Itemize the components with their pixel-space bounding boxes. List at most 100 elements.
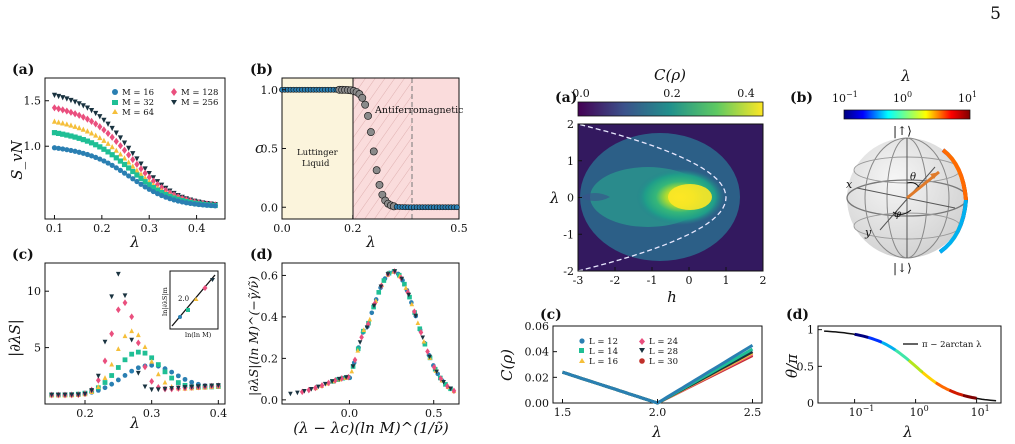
series-line xyxy=(948,388,964,397)
data-point xyxy=(336,376,342,382)
data-point xyxy=(367,316,373,322)
tick-label: 0.4 xyxy=(210,407,228,420)
tick-label: 0.4 xyxy=(261,311,279,324)
data-point xyxy=(105,121,111,127)
data-point xyxy=(162,386,168,392)
data-point xyxy=(55,130,62,137)
data-point xyxy=(150,177,156,185)
data-point xyxy=(93,142,99,148)
data-point xyxy=(82,391,88,397)
data-point xyxy=(122,357,128,363)
data-point xyxy=(142,384,148,390)
data-point xyxy=(60,120,66,126)
data-point xyxy=(417,326,423,332)
data-point xyxy=(364,325,370,331)
series-line xyxy=(935,381,951,392)
data-point xyxy=(88,153,95,159)
colorbar-tick: 101 xyxy=(958,90,977,105)
data-point xyxy=(55,105,62,113)
data-point xyxy=(72,110,78,118)
panel-label: (a) xyxy=(555,90,577,106)
data-point xyxy=(138,165,144,173)
data-point xyxy=(215,383,221,388)
tick-label: 1 xyxy=(807,324,814,337)
data-point xyxy=(93,110,99,117)
data-point xyxy=(126,159,132,165)
data-point xyxy=(113,155,119,161)
data-point xyxy=(162,369,168,375)
data-point xyxy=(454,204,460,211)
legend-entry: L = 24 xyxy=(649,337,678,347)
data-point xyxy=(122,299,128,307)
data-point xyxy=(51,145,58,151)
tick-label: 0.2 xyxy=(261,352,279,365)
data-point xyxy=(126,173,132,179)
tick-label: 0.04 xyxy=(525,346,550,359)
data-point xyxy=(115,346,121,351)
data-point xyxy=(315,384,321,390)
data-point xyxy=(97,114,103,120)
x-axis-label: λ xyxy=(129,414,140,432)
data-point xyxy=(101,146,107,152)
data-point xyxy=(126,145,132,151)
data-point xyxy=(402,281,407,287)
data-point xyxy=(117,167,124,174)
axis-y-label: y xyxy=(864,226,872,239)
data-point xyxy=(64,121,70,127)
colorbar-tick: 10−1 xyxy=(832,90,858,105)
data-point xyxy=(51,92,58,98)
data-point xyxy=(97,144,103,150)
legend-entry: M = 32 xyxy=(122,98,154,108)
data-point xyxy=(134,172,140,178)
legend-entry: M = 256 xyxy=(181,98,218,108)
data-point xyxy=(109,144,115,150)
data-point xyxy=(121,170,128,176)
data-point xyxy=(154,180,161,189)
tick-label: 5 xyxy=(34,342,41,355)
data-point xyxy=(448,386,453,392)
data-point xyxy=(142,166,148,172)
data-point xyxy=(115,306,121,314)
tick-label: 0.0 xyxy=(261,201,279,214)
data-point xyxy=(326,379,331,387)
data-point xyxy=(434,369,439,375)
data-point xyxy=(109,373,115,378)
data-point xyxy=(60,95,66,101)
data-point xyxy=(102,339,108,345)
data-point xyxy=(80,113,86,121)
y-axis-label: |∂λS| xyxy=(6,319,24,357)
data-point xyxy=(121,161,128,168)
data-point xyxy=(142,184,148,190)
data-point xyxy=(135,339,141,347)
series-line xyxy=(907,359,924,374)
data-point xyxy=(154,187,161,193)
colorbar-title: C(ρ) xyxy=(654,66,686,84)
colorbar xyxy=(843,109,971,120)
data-point xyxy=(422,341,428,347)
inset-y-label: ln|∂λS|m xyxy=(161,287,169,316)
panel-label: (c) xyxy=(540,307,562,323)
x-axis-label: h xyxy=(667,288,677,306)
tick-label: 10 xyxy=(27,285,41,298)
data-point xyxy=(146,186,152,192)
data-point xyxy=(202,383,208,389)
data-point xyxy=(135,365,141,371)
data-point xyxy=(142,350,148,356)
data-point xyxy=(142,175,148,181)
data-point xyxy=(142,179,148,185)
data-point xyxy=(138,171,144,177)
data-point xyxy=(115,365,121,370)
data-point xyxy=(72,134,78,140)
tick-label: 1 xyxy=(723,274,730,287)
data-point xyxy=(84,128,91,134)
region-label-luttinger: Luttinger Liquid xyxy=(297,148,339,169)
data-point xyxy=(126,165,132,171)
data-point xyxy=(135,349,141,355)
data-point xyxy=(167,196,173,202)
legend-entry: M = 16 xyxy=(122,88,154,98)
data-point xyxy=(371,303,377,309)
tick-label: 0 xyxy=(686,274,693,287)
data-point xyxy=(101,158,107,164)
data-point xyxy=(135,370,141,376)
